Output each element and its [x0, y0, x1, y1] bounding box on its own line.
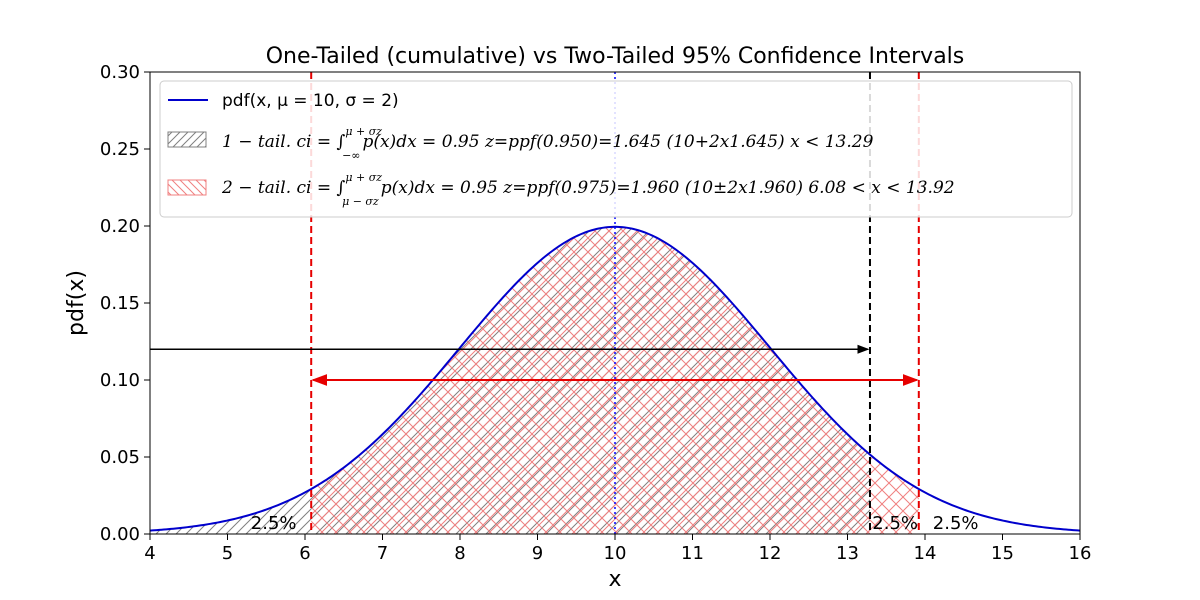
y-tick-label: 0.20 — [100, 216, 140, 237]
y-tick-label: 0.15 — [100, 293, 140, 314]
x-tick-label: 9 — [532, 543, 543, 564]
legend-one-tail-rest: p(x)dx = 0.95 z=ppf(0.950)=1.645 (10+2x1… — [362, 132, 873, 152]
legend-label-two-tail: 2 − tail. ci = ∫μ + σz μ − σzp(x)dx = 0.9… — [221, 171, 955, 208]
x-tick-label: 12 — [759, 543, 782, 564]
legend-two-tail-rest: p(x)dx = 0.95 z=ppf(0.975)=1.960 (10±2x1… — [381, 178, 955, 198]
x-axis: 4 5 6 7 8 9 10 11 12 13 14 15 16 — [144, 534, 1091, 564]
legend-two-tail-lower-limit: μ − σz — [342, 195, 379, 208]
y-tick-label: 0.10 — [100, 370, 140, 391]
x-tick-label: 11 — [681, 543, 704, 564]
legend-one-tail-lower-limit: −∞ — [342, 149, 360, 162]
annotation-left-tail: 2.5% — [251, 513, 297, 534]
y-axis: 0.00 0.05 0.10 0.15 0.20 0.25 0.30 — [100, 62, 150, 545]
x-tick-label: 8 — [454, 543, 465, 564]
legend-one-tail-upper-limit: μ + σz — [345, 125, 382, 138]
x-tick-label: 6 — [299, 543, 310, 564]
x-tick-label: 15 — [991, 543, 1014, 564]
legend-one-tail-main: 1 − tail. ci = ∫ — [222, 132, 346, 152]
y-tick-label: 0.30 — [100, 62, 140, 83]
chart-title: One-Tailed (cumulative) vs Two-Tailed 95… — [266, 44, 965, 69]
legend-entry-pdf: pdf(x, μ = 10, σ = 2) — [168, 91, 399, 111]
x-tick-label: 10 — [604, 543, 627, 564]
legend-label-pdf: pdf(x, μ = 10, σ = 2) — [222, 91, 399, 111]
y-axis-label: pdf(x) — [64, 270, 89, 336]
x-axis-label: x — [608, 567, 621, 592]
pdf-curve — [150, 225, 1080, 532]
x-tick-label: 16 — [1069, 543, 1092, 564]
legend-entry-two-tail: 2 − tail. ci = ∫μ + σz μ − σzp(x)dx = 0.9… — [167, 171, 955, 208]
legend-label-one-tail: 1 − tail. ci = ∫μ + σz −∞p(x)dx = 0.95 z=… — [222, 125, 874, 162]
x-tick-label: 5 — [222, 543, 233, 564]
legend-two-tail-main: 2 − tail. ci = ∫ — [221, 178, 346, 198]
x-tick-label: 7 — [377, 543, 388, 564]
legend-hatch-swatch-gray — [167, 131, 207, 148]
tail-annotations: 2.5% 2.5% 2.5% — [251, 513, 979, 534]
legend-entry-one-tail: 1 − tail. ci = ∫μ + σz −∞p(x)dx = 0.95 z=… — [167, 125, 874, 162]
annotation-one-tail-upper: 2.5% — [872, 513, 918, 534]
y-tick-label: 0.25 — [100, 139, 140, 160]
x-tick-label: 4 — [144, 543, 155, 564]
legend-frame — [159, 80, 1073, 218]
x-tick-label: 14 — [914, 543, 937, 564]
annotation-two-tail-upper: 2.5% — [933, 513, 979, 534]
y-tick-label: 0.05 — [100, 447, 140, 468]
legend-hatch-swatch-red — [167, 179, 207, 196]
y-tick-label: 0.00 — [100, 524, 140, 545]
legend-two-tail-upper-limit: μ + σz — [345, 171, 382, 184]
legend: pdf(x, μ = 10, σ = 2) 1 − tail. ci = ∫μ … — [159, 80, 1073, 218]
x-tick-label: 13 — [836, 543, 859, 564]
